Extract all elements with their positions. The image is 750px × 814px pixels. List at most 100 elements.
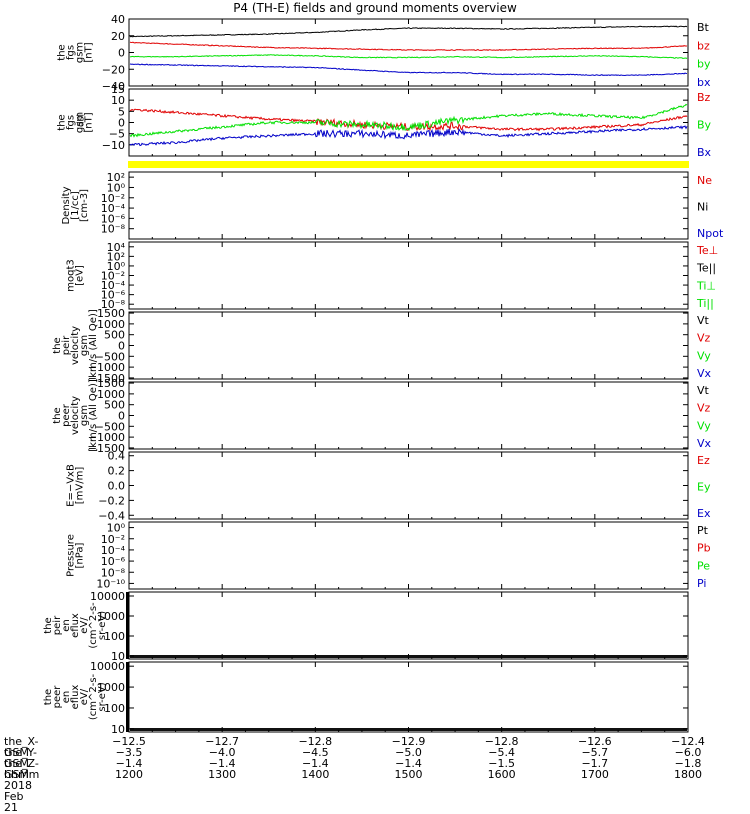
y-axis-label: [mV/m]	[75, 467, 86, 505]
y-tick-label: −5	[109, 128, 125, 141]
x-axis-row-label: the_X-GSM	[4, 735, 39, 759]
panel-9-frame	[128, 591, 689, 660]
y-tick-label: 0.0	[108, 480, 126, 493]
series-line-bz	[129, 41, 688, 52]
legend-Vy: Vy	[697, 419, 711, 432]
y-tick-label: 20	[111, 30, 125, 43]
x-axis-tick-value: −5.0	[395, 746, 422, 759]
legend-By: By	[697, 119, 712, 132]
x-axis-tick-value: −5.7	[581, 746, 609, 759]
y-axis-label: the	[57, 114, 68, 130]
y-axis-label: gsm	[75, 112, 86, 133]
y-tick-label: 10⁰	[107, 260, 126, 273]
y-axis-label: peir	[52, 615, 63, 635]
legend-Ex: Ex	[697, 507, 711, 520]
y-tick-label: 10²	[107, 171, 125, 184]
y-axis-label: [cm-3]	[79, 189, 90, 222]
y-axis-label: fgs	[66, 45, 77, 60]
y-tick-label: 10⁻⁶	[101, 289, 126, 302]
legend-Vx: Vx	[697, 367, 712, 380]
panel-6-frame	[128, 381, 689, 450]
y-tick-label: 100	[104, 702, 125, 715]
y-tick-label: 10⁻⁸	[101, 566, 126, 579]
y-tick-label: 10⁻⁶	[101, 212, 126, 225]
y-tick-label: 500	[104, 329, 125, 342]
y-tick-label: 100	[104, 630, 125, 643]
y-axis-label: E=−VxB	[66, 464, 77, 507]
panel-4-frame	[128, 241, 689, 310]
x-axis-tick-value: −12.9	[391, 735, 426, 748]
x-axis-tick-value: −12.4	[671, 735, 705, 748]
y-tick-label: −500	[95, 420, 125, 433]
y-axis-label: peir	[61, 335, 72, 355]
legend-Vz: Vz	[697, 332, 711, 345]
y-tick-label: 15	[111, 83, 125, 96]
y-axis-label: (cm^2-s-	[88, 602, 99, 649]
legend-bz: bz	[697, 39, 710, 52]
legend-bx: bx	[697, 76, 711, 89]
y-axis-label: eV/	[79, 617, 90, 634]
x-axis-tick-value: −1.4	[395, 757, 422, 770]
y-axis-label: [nT]	[84, 42, 95, 62]
y-tick-label: 10⁻¹⁰	[96, 577, 125, 590]
series-line-By	[129, 103, 688, 138]
x-axis-tick-value: −6.0	[674, 746, 702, 759]
y-tick-label: 10²	[107, 250, 125, 263]
x-axis-tick-value: −1.4	[301, 757, 329, 770]
y-axis-label: [km/s (All Qe)]	[88, 379, 99, 452]
legend-Pt: Pt	[697, 524, 709, 537]
x-axis-row-label: the_Y-GSM	[4, 746, 37, 770]
y-axis-label: [nT]	[84, 112, 95, 132]
legend-Pi: Pi	[697, 577, 706, 590]
legend-Npot: Npot	[697, 227, 724, 240]
legend-Te||: Te||	[696, 262, 716, 275]
legend-by: by	[697, 58, 711, 71]
x-axis-tick-value: −12.7	[205, 735, 240, 748]
legend-Te⊥: Te⊥	[696, 244, 718, 257]
legend-Vz: Vz	[697, 402, 711, 415]
y-tick-label: 0	[118, 47, 125, 60]
y-tick-label: −40	[102, 80, 125, 93]
legend-Ez: Ez	[697, 454, 710, 467]
y-axis-label: Pressure	[66, 534, 77, 577]
legend-Ey: Ey	[697, 481, 711, 494]
x-axis-tick-value: −1.5	[488, 757, 516, 770]
chart-title: P4 (TH-E) fields and ground moments over…	[233, 1, 517, 15]
y-tick-label: 10000	[90, 590, 125, 603]
y-axis-label: the	[43, 689, 54, 705]
series-line-by	[129, 54, 688, 60]
legend-Bt: Bt	[697, 21, 710, 34]
y-tick-label: 1000	[97, 681, 125, 694]
x-axis-tick-value: 1700	[580, 768, 609, 781]
y-tick-label: 5	[118, 105, 125, 118]
legend-Vy: Vy	[697, 349, 711, 362]
y-tick-label: 10	[111, 650, 125, 663]
y-tick-label: 1000	[97, 388, 125, 401]
y-tick-label: 10	[111, 94, 125, 107]
y-axis-label: [km/s (All Qe)]	[88, 309, 99, 382]
y-tick-label: 1000	[97, 318, 125, 331]
y-axis-label: [1/cc]	[70, 191, 81, 220]
y-tick-label: −20	[102, 63, 125, 76]
y-tick-label: 10⁻²	[101, 533, 125, 546]
panel-3-frame	[128, 171, 689, 240]
y-tick-label: −10	[102, 139, 125, 152]
y-tick-label: 1500	[97, 307, 125, 320]
y-axis-label: gsm	[79, 405, 90, 426]
y-axis-label: the	[43, 617, 54, 633]
panel-1-frame	[128, 18, 689, 87]
y-tick-label: −1500	[88, 372, 125, 385]
legend-Ti||: Ti||	[696, 297, 714, 310]
x-axis-tick-value: −1.7	[581, 757, 609, 770]
panel-10-left-bar	[126, 662, 129, 732]
y-tick-label: 0	[118, 410, 125, 423]
y-tick-label: 10⁻⁴	[101, 202, 126, 215]
y-axis-label: fgs	[66, 115, 77, 130]
y-tick-label: −0.2	[98, 494, 125, 507]
y-tick-label: 500	[104, 399, 125, 412]
y-axis-label: eflux	[70, 613, 81, 638]
y-tick-label: 10⁻⁴	[101, 544, 126, 557]
x-axis-tick-value: −1.4	[208, 757, 236, 770]
x-axis-tick-value: 1200	[115, 768, 143, 781]
